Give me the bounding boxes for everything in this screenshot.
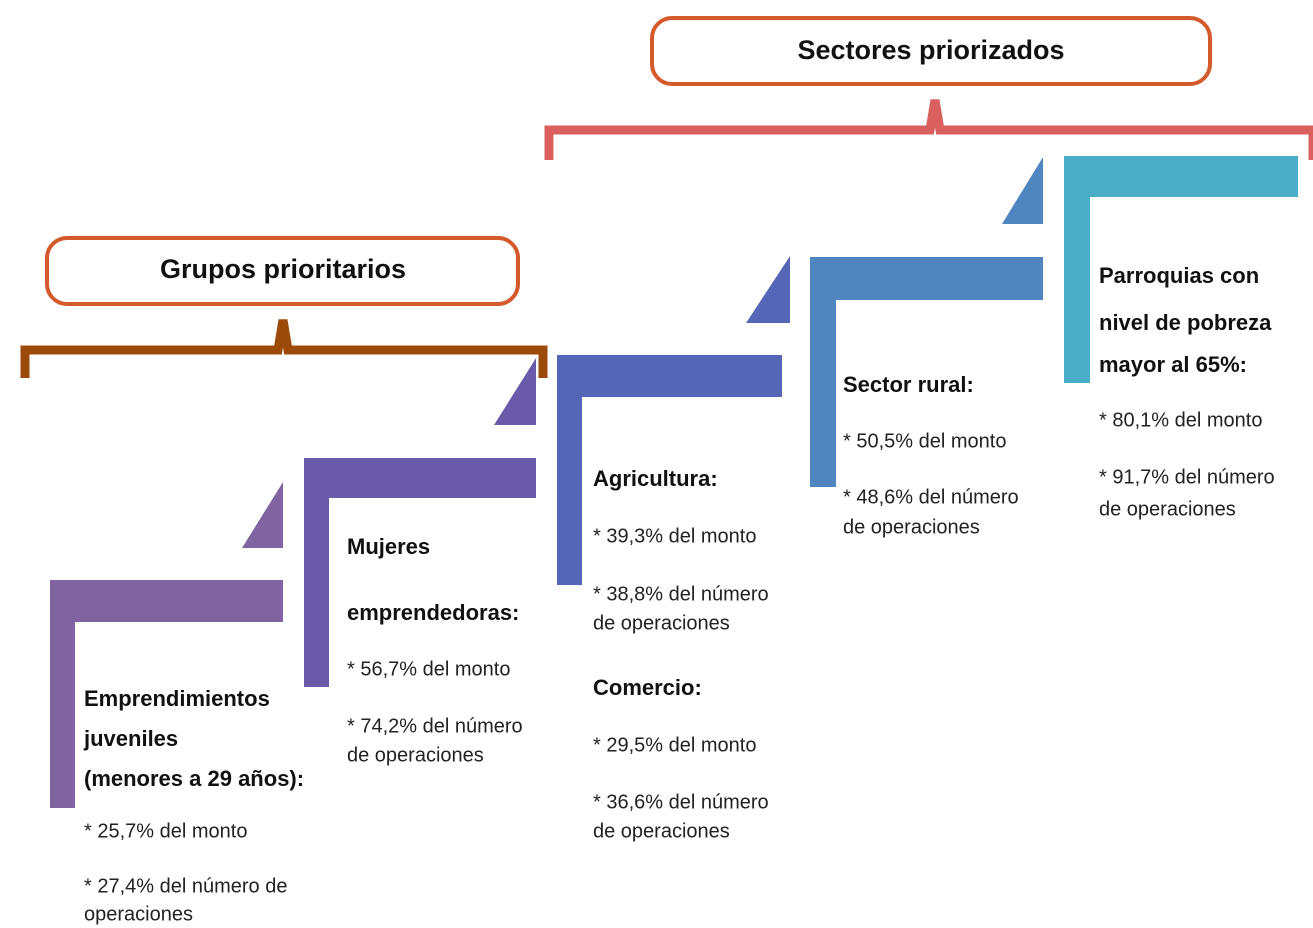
column-title: (menores a 29 años): bbox=[84, 766, 304, 791]
column-detail: * 91,7% del número bbox=[1099, 466, 1275, 488]
step bbox=[1064, 156, 1298, 383]
column-detail: de operaciones bbox=[347, 744, 484, 766]
column-title: Sector rural: bbox=[843, 372, 974, 397]
column-title: Mujeres bbox=[347, 534, 430, 559]
column-detail: operaciones bbox=[84, 903, 193, 925]
column-detail: * 74,2% del número bbox=[347, 715, 523, 737]
column-detail: de operaciones bbox=[593, 612, 730, 634]
step bbox=[557, 355, 782, 585]
column-detail: * 56,7% del monto bbox=[347, 658, 510, 680]
step bbox=[810, 257, 1043, 487]
step-arrow bbox=[1002, 157, 1043, 224]
column-detail: de operaciones bbox=[593, 820, 730, 842]
column-title: mayor al 65%: bbox=[1099, 352, 1247, 377]
sectors-bracket bbox=[544, 99, 1313, 160]
step-arrow bbox=[494, 358, 536, 425]
column-detail: * 50,5% del monto bbox=[843, 430, 1006, 452]
column-title: Comercio: bbox=[593, 675, 702, 700]
column-detail: * 80,1% del monto bbox=[1099, 409, 1262, 431]
groups-bracket bbox=[20, 319, 548, 378]
column-detail: de operaciones bbox=[843, 516, 980, 538]
column-title: juveniles bbox=[83, 726, 178, 751]
column-detail: * 48,6% del número bbox=[843, 486, 1019, 508]
groups-title: Grupos prioritarios bbox=[160, 254, 406, 284]
column-detail: * 39,3% del monto bbox=[593, 525, 756, 547]
column-title: Emprendimientos bbox=[84, 686, 270, 711]
column-detail: * 36,6% del número bbox=[593, 791, 769, 813]
step-arrow bbox=[242, 482, 283, 548]
column-title: emprendedoras: bbox=[347, 600, 519, 625]
sectors-box bbox=[650, 16, 1212, 86]
column-title: nivel de pobreza bbox=[1099, 310, 1272, 335]
step bbox=[50, 580, 283, 808]
column-detail: de operaciones bbox=[1099, 498, 1236, 520]
column-detail: * 38,8% del número bbox=[593, 583, 769, 605]
column-detail: * 29,5% del monto bbox=[593, 734, 756, 756]
column-title: Agricultura: bbox=[593, 466, 718, 491]
groups-box bbox=[45, 236, 520, 306]
column-title: Parroquias con bbox=[1099, 263, 1259, 288]
column-detail: * 27,4% del número de bbox=[84, 875, 287, 897]
column-detail: * 25,7% del monto bbox=[84, 820, 247, 842]
step-arrow bbox=[746, 256, 790, 323]
step bbox=[304, 458, 536, 687]
sectors-title: Sectores priorizados bbox=[797, 35, 1064, 65]
